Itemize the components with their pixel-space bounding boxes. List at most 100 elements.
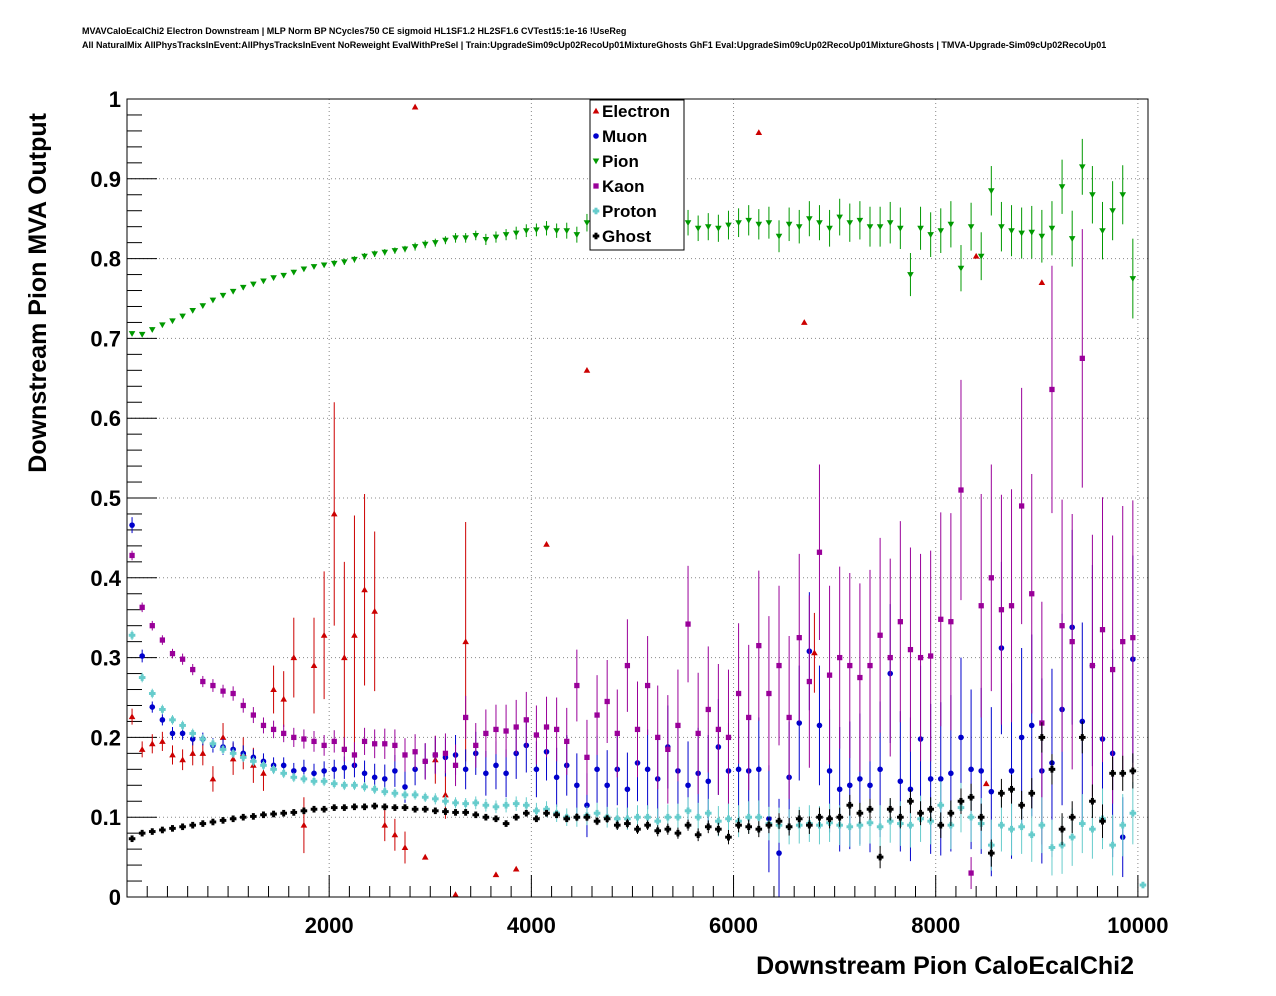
marker-cross-v (312, 805, 316, 813)
marker-cross-v (484, 801, 488, 809)
data-point (452, 809, 459, 816)
legend: Electron Muon Pion Kaon Proton Ghost (589, 99, 685, 251)
data-point (1008, 768, 1015, 774)
marker-cross-v (504, 820, 508, 827)
data-point (411, 103, 419, 110)
data-point (1018, 734, 1025, 741)
marker-cross-v (221, 746, 225, 753)
data-point (584, 754, 590, 760)
series-proton (128, 630, 1147, 889)
data-point (492, 803, 500, 811)
marker-cross-v (302, 775, 306, 783)
data-point (795, 224, 803, 230)
marker-cross-v (585, 813, 589, 821)
data-point (765, 821, 773, 829)
data-point (1008, 825, 1015, 833)
data-point (998, 224, 1005, 230)
marker-cross-v (716, 817, 720, 825)
data-point (452, 799, 459, 807)
data-point (463, 714, 469, 721)
marker-cross-v (1040, 734, 1044, 741)
marker-cross-v (403, 791, 407, 799)
data-point (785, 221, 793, 228)
data-point (371, 251, 378, 258)
data-point (938, 616, 944, 622)
data-point (503, 728, 509, 734)
data-point (1068, 236, 1076, 242)
data-point (867, 782, 873, 789)
data-point (482, 236, 490, 243)
data-point (149, 704, 156, 710)
data-point (1089, 797, 1096, 805)
marker-cross-v (666, 813, 670, 821)
marker-cross-v (615, 821, 619, 829)
data-point (411, 791, 419, 799)
data-point (502, 232, 510, 238)
data-point (543, 540, 550, 547)
data-point (634, 726, 641, 733)
marker-cross-v (191, 821, 195, 829)
marker-cross-v (656, 817, 660, 825)
marker-cross-v (524, 801, 528, 809)
data-point (320, 631, 328, 638)
marker-cross-v (1070, 813, 1074, 821)
marker-cross-v (1111, 770, 1115, 777)
marker-cross-v (403, 804, 407, 811)
data-point (219, 746, 227, 753)
data-point (280, 695, 287, 702)
data-point (977, 813, 985, 821)
marker-cross-v (777, 817, 781, 825)
data-point (179, 313, 186, 320)
data-point (583, 367, 591, 373)
data-point (604, 782, 610, 789)
data-point (583, 220, 591, 226)
data-point (725, 734, 732, 741)
data-point (1129, 276, 1137, 282)
data-point (421, 853, 429, 860)
marker-cross-v (1101, 817, 1104, 825)
data-point (543, 805, 550, 813)
data-point (927, 805, 934, 813)
y-tick-label: 0.3 (90, 646, 121, 671)
marker-cross-v (332, 780, 336, 787)
data-point (371, 774, 378, 781)
data-point (239, 284, 247, 291)
data-point (462, 766, 469, 773)
legend-box (589, 99, 685, 251)
data-point (513, 724, 519, 730)
data-point (856, 217, 864, 224)
data-point (422, 758, 428, 764)
marker-cross-v (656, 827, 660, 835)
data-point (977, 253, 985, 260)
data-point (412, 749, 418, 755)
data-point (341, 764, 348, 771)
data-point (811, 649, 818, 656)
marker-cross-v (171, 825, 174, 832)
data-point (624, 820, 631, 827)
marker-cross-v (352, 803, 356, 811)
data-point (1018, 503, 1025, 509)
data-point (260, 811, 267, 819)
data-point (270, 686, 277, 692)
data-point (533, 815, 540, 823)
marker-cross-v (221, 817, 225, 824)
marker-cross-v (433, 795, 437, 803)
marker-cross-v (413, 791, 417, 799)
data-point (361, 253, 368, 260)
data-point (1038, 821, 1046, 829)
marker-cross-v (464, 800, 468, 807)
legend-label: Pion (602, 152, 639, 171)
data-point (250, 813, 257, 820)
data-point (483, 770, 489, 777)
data-point (341, 781, 348, 789)
data-point (351, 781, 358, 789)
data-point (1029, 591, 1035, 597)
data-point (876, 224, 884, 230)
data-point (1028, 229, 1036, 236)
marker-cross-v (393, 789, 397, 797)
data-point (937, 821, 945, 829)
data-point (260, 770, 267, 776)
data-point (948, 619, 954, 625)
data-point (533, 227, 540, 234)
data-point (320, 262, 328, 269)
